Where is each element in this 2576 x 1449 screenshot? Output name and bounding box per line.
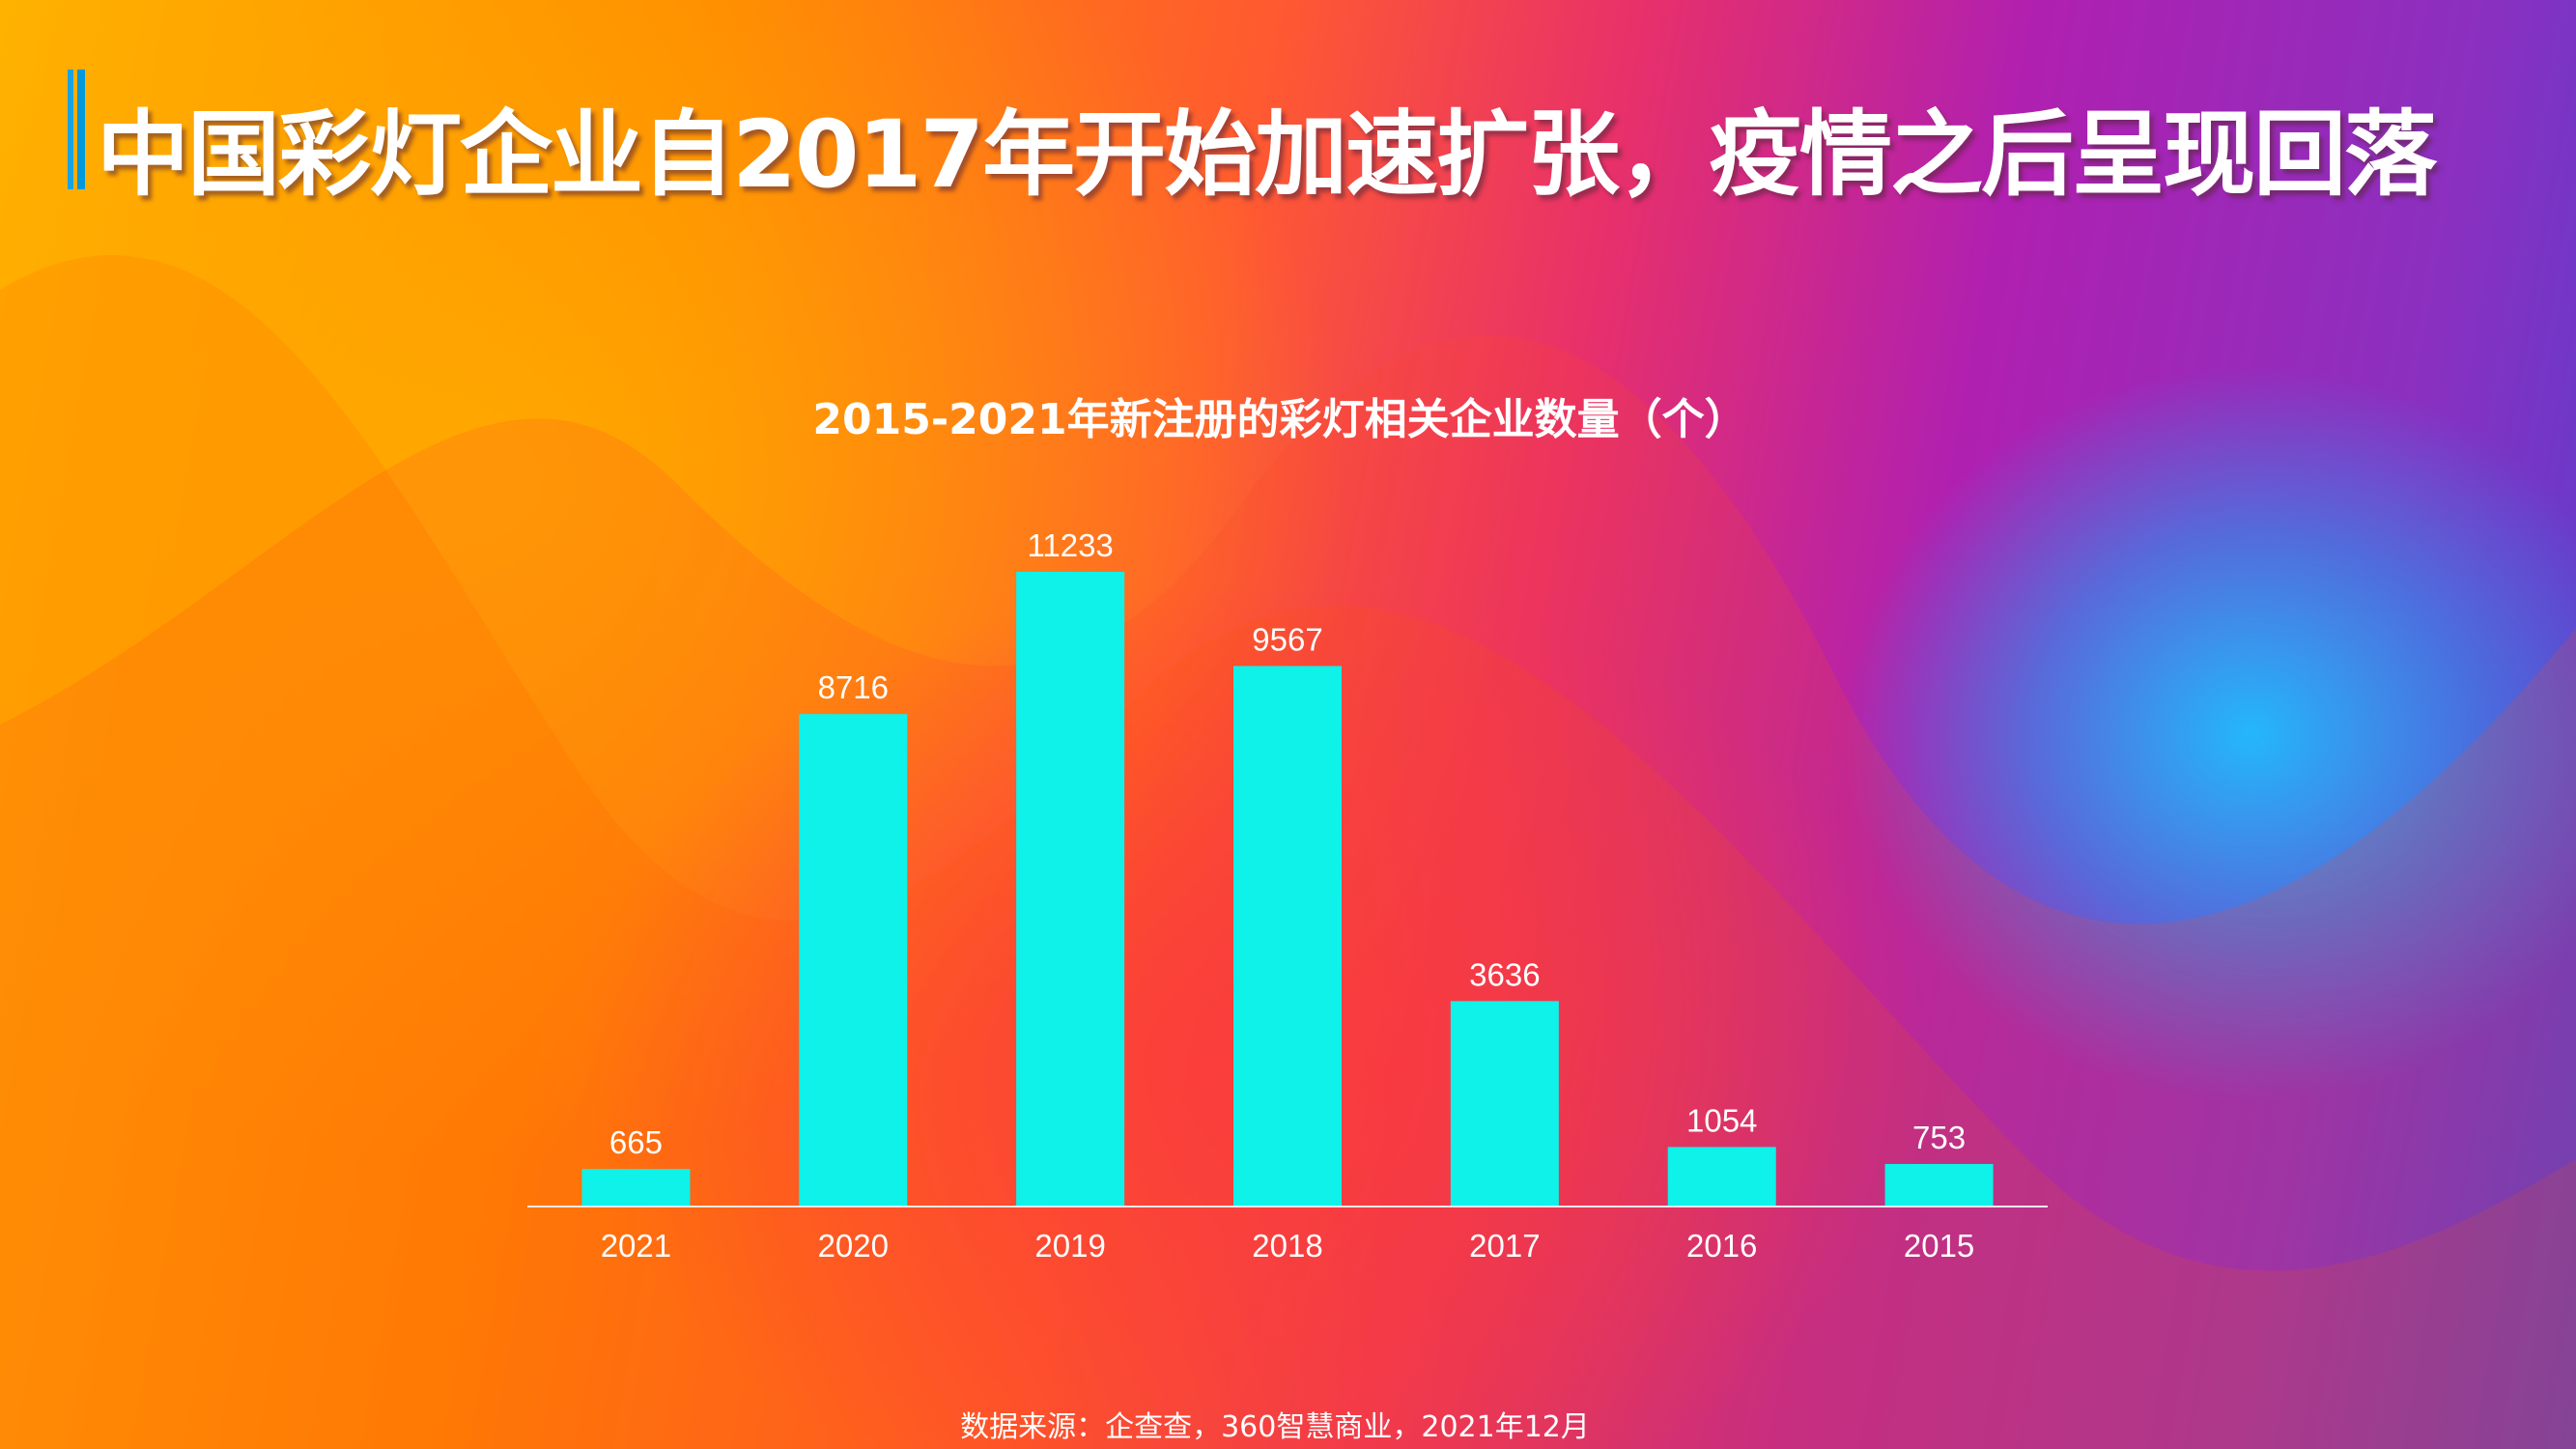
data-label: 3636 — [1469, 956, 1540, 992]
chart-title: 2015-2021年新注册的彩灯相关企业数量（个） — [812, 395, 1747, 444]
bar-2018 — [1233, 666, 1342, 1207]
x-tick-label: 2021 — [601, 1228, 671, 1264]
data-label: 9567 — [1252, 621, 1322, 657]
bar-2015 — [1884, 1163, 1994, 1207]
x-tick-label: 2017 — [1469, 1228, 1540, 1264]
x-tick-label: 2019 — [1034, 1228, 1105, 1264]
bar-2020 — [799, 714, 908, 1207]
data-label: 1054 — [1686, 1102, 1757, 1138]
page-title: 中国彩灯企业自2017年开始加速扩张，疫情之后呈现回落 — [97, 100, 2437, 209]
bar-2021 — [581, 1169, 691, 1207]
x-tick-label: 2016 — [1686, 1228, 1757, 1264]
data-label: 8716 — [818, 669, 889, 705]
title-accent-bar — [68, 70, 73, 189]
x-tick-label: 2018 — [1252, 1228, 1322, 1264]
bar-2019 — [1016, 572, 1125, 1207]
data-label: 753 — [1912, 1120, 1966, 1155]
data-label: 11233 — [1027, 527, 1113, 563]
title-accent-bar — [77, 70, 85, 189]
x-tick-label: 2015 — [1904, 1228, 1974, 1264]
bar-2016 — [1667, 1147, 1776, 1207]
data-label: 665 — [609, 1124, 663, 1160]
bar-2017 — [1450, 1001, 1559, 1207]
data-source: 数据来源：企查查，360智慧商业，2021年12月 — [960, 1410, 1590, 1444]
x-tick-label: 2020 — [818, 1228, 889, 1264]
